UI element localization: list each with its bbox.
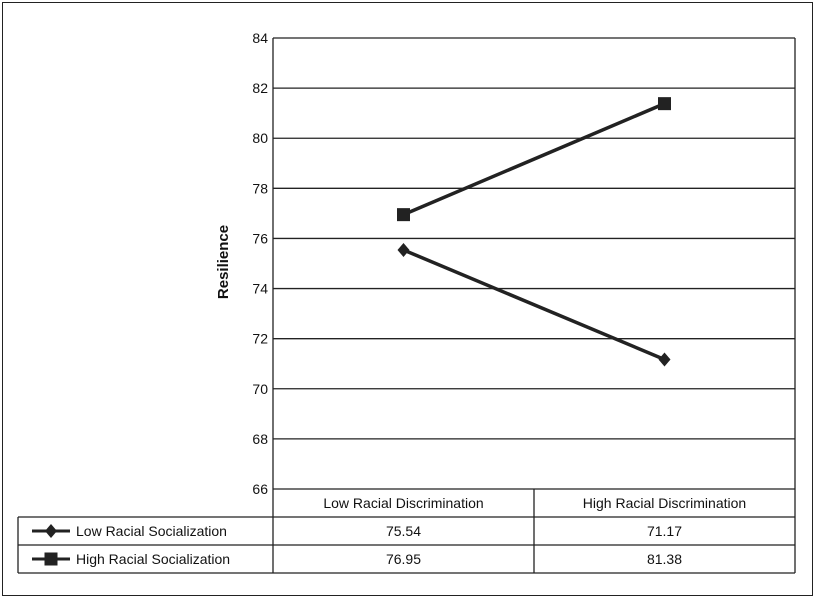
y-axis-label: Resilience (215, 225, 232, 299)
series-lines (397, 97, 671, 367)
data-point (658, 352, 671, 367)
y-tick-label: 72 (252, 331, 268, 347)
y-tick-label: 70 (252, 381, 268, 397)
data-table: Low Racial Discrimination High Racial Dis… (17, 489, 796, 574)
series-line (402, 102, 666, 217)
table-value: 71.17 (647, 523, 682, 539)
grid-lines (272, 37, 796, 490)
data-point (658, 97, 671, 111)
y-tick-label: 78 (252, 180, 268, 196)
square-marker-icon (44, 552, 58, 566)
table-value: 76.95 (386, 551, 421, 567)
data-point (397, 242, 410, 257)
y-tick-label: 82 (252, 80, 268, 96)
table-value: 81.38 (647, 551, 682, 567)
series-line (402, 248, 666, 362)
y-tick-label: 66 (252, 481, 268, 497)
legend-label: Low Racial Socialization (76, 523, 227, 539)
legend-label: High Racial Socialization (76, 551, 230, 567)
y-tick-label: 84 (252, 30, 268, 46)
y-tick-label: 68 (252, 431, 268, 447)
y-tick-label: 80 (252, 130, 268, 146)
y-tick-label: 74 (252, 281, 268, 297)
data-point (397, 208, 410, 222)
x-category-label: High Racial Discrimination (583, 495, 746, 511)
table-value: 75.54 (386, 523, 421, 539)
diamond-marker-icon (45, 524, 57, 538)
y-tick-labels: 84 82 80 78 76 74 72 70 68 66 (252, 30, 268, 497)
x-category-label: Low Racial Discrimination (323, 495, 483, 511)
y-tick-label: 76 (252, 230, 268, 246)
